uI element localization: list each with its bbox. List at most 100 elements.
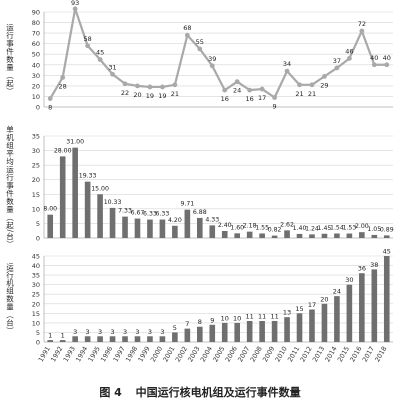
data-label: 2.18 [243, 223, 257, 230]
data-label: 55 [196, 38, 204, 46]
y-tick-label: 45 [32, 253, 40, 261]
data-label: 17 [308, 301, 316, 309]
bar [109, 336, 116, 342]
y-tick-label: 25 [32, 162, 40, 170]
bar [122, 216, 128, 238]
data-label: 9 [210, 316, 214, 324]
data-label: 4.20 [168, 217, 182, 224]
data-label: 46 [345, 47, 353, 55]
y-tick-label: 20 [32, 300, 40, 308]
y-tick-label: 30 [32, 72, 40, 80]
bar [97, 336, 103, 342]
bar [321, 303, 328, 342]
bar [72, 336, 78, 342]
data-point [334, 65, 340, 71]
bar [134, 218, 141, 238]
y-tick-label: 40 [32, 262, 40, 270]
data-label: 6.33 [143, 211, 157, 218]
bar [346, 284, 353, 342]
bar [159, 219, 166, 238]
data-label: 30 [345, 276, 353, 284]
data-label: 0.82 [268, 227, 282, 234]
data-label: 6.88 [193, 209, 207, 216]
data-label: 11 [270, 312, 278, 320]
y-tick-label: 35 [32, 133, 40, 141]
data-point [147, 84, 153, 90]
y-tick-label: 40 [32, 61, 40, 69]
chart-panel-2: 0 5 10 15 20 25 30 35 单机组平均运行事件数量（起/台） 8.00 28.003… [5, 124, 393, 248]
y-axis-title: 运行事件数量（起） [5, 23, 14, 95]
data-label: 17 [258, 94, 266, 102]
bar [59, 340, 66, 342]
bar [109, 207, 116, 238]
data-label: 2.00 [355, 223, 369, 230]
bar [271, 235, 278, 238]
bar [59, 156, 66, 238]
data-point [135, 83, 140, 89]
data-point [122, 81, 128, 87]
bar [47, 340, 54, 342]
data-label: 11 [258, 312, 266, 320]
data-label: 1.05 [367, 226, 381, 233]
bar [371, 234, 378, 238]
bar [209, 225, 216, 238]
bar [284, 230, 290, 238]
bar [97, 194, 103, 238]
y-tick-label: 0 [36, 104, 40, 112]
bar [159, 336, 166, 342]
y-tick-label: 20 [32, 82, 40, 90]
data-label: 21 [295, 90, 303, 98]
data-label: 45 [383, 248, 391, 256]
bar [84, 181, 91, 238]
data-label: 3 [86, 328, 90, 336]
bar [259, 320, 265, 342]
x-tick-label: 2018 [373, 345, 388, 363]
data-label: 8 [48, 104, 52, 112]
data-label: 29 [320, 81, 328, 89]
bar [359, 273, 365, 342]
bar [221, 231, 228, 238]
y-tick-label: 90 [32, 9, 40, 17]
bar [309, 234, 315, 238]
bar [184, 209, 191, 238]
bar [209, 324, 216, 342]
data-label: 93 [71, 0, 79, 7]
bar [47, 214, 54, 238]
y-tick-label: 80 [32, 19, 40, 27]
bar [259, 233, 265, 238]
bar [334, 296, 340, 342]
data-point [309, 82, 315, 88]
data-point [197, 46, 203, 52]
data-label: 19.33 [79, 173, 97, 180]
y-tick-label: 25 [32, 291, 40, 299]
data-label: 1 [48, 332, 52, 340]
y-axis-title: 单机组平均运行事件数量（起/台） [5, 124, 14, 248]
y-tick-label: 30 [32, 147, 40, 155]
data-label: 1.24 [305, 225, 319, 232]
bar [371, 269, 378, 342]
bar [246, 231, 253, 238]
bar [196, 217, 203, 238]
data-label: 58 [83, 35, 91, 43]
data-label: 3 [73, 328, 77, 336]
data-label: 36 [358, 265, 366, 273]
data-label: 1.60 [230, 224, 244, 231]
y-tick-label: 10 [32, 93, 40, 101]
data-label: 3 [123, 328, 127, 336]
bar [346, 233, 353, 238]
data-label: 38 [370, 261, 378, 269]
data-label: 16 [221, 95, 229, 103]
series-line [49, 7, 387, 100]
data-label: 15 [295, 305, 303, 313]
data-point [47, 96, 53, 101]
bar [184, 328, 191, 342]
data-label: 13 [283, 309, 291, 317]
bar [271, 320, 278, 342]
data-label: 22 [121, 89, 129, 97]
bar [309, 309, 315, 342]
y-tick-label: 5 [36, 220, 40, 228]
y-tick-label: 0 [36, 339, 40, 347]
bar [84, 336, 91, 342]
data-label: 10 [221, 314, 229, 322]
data-point [346, 56, 352, 61]
